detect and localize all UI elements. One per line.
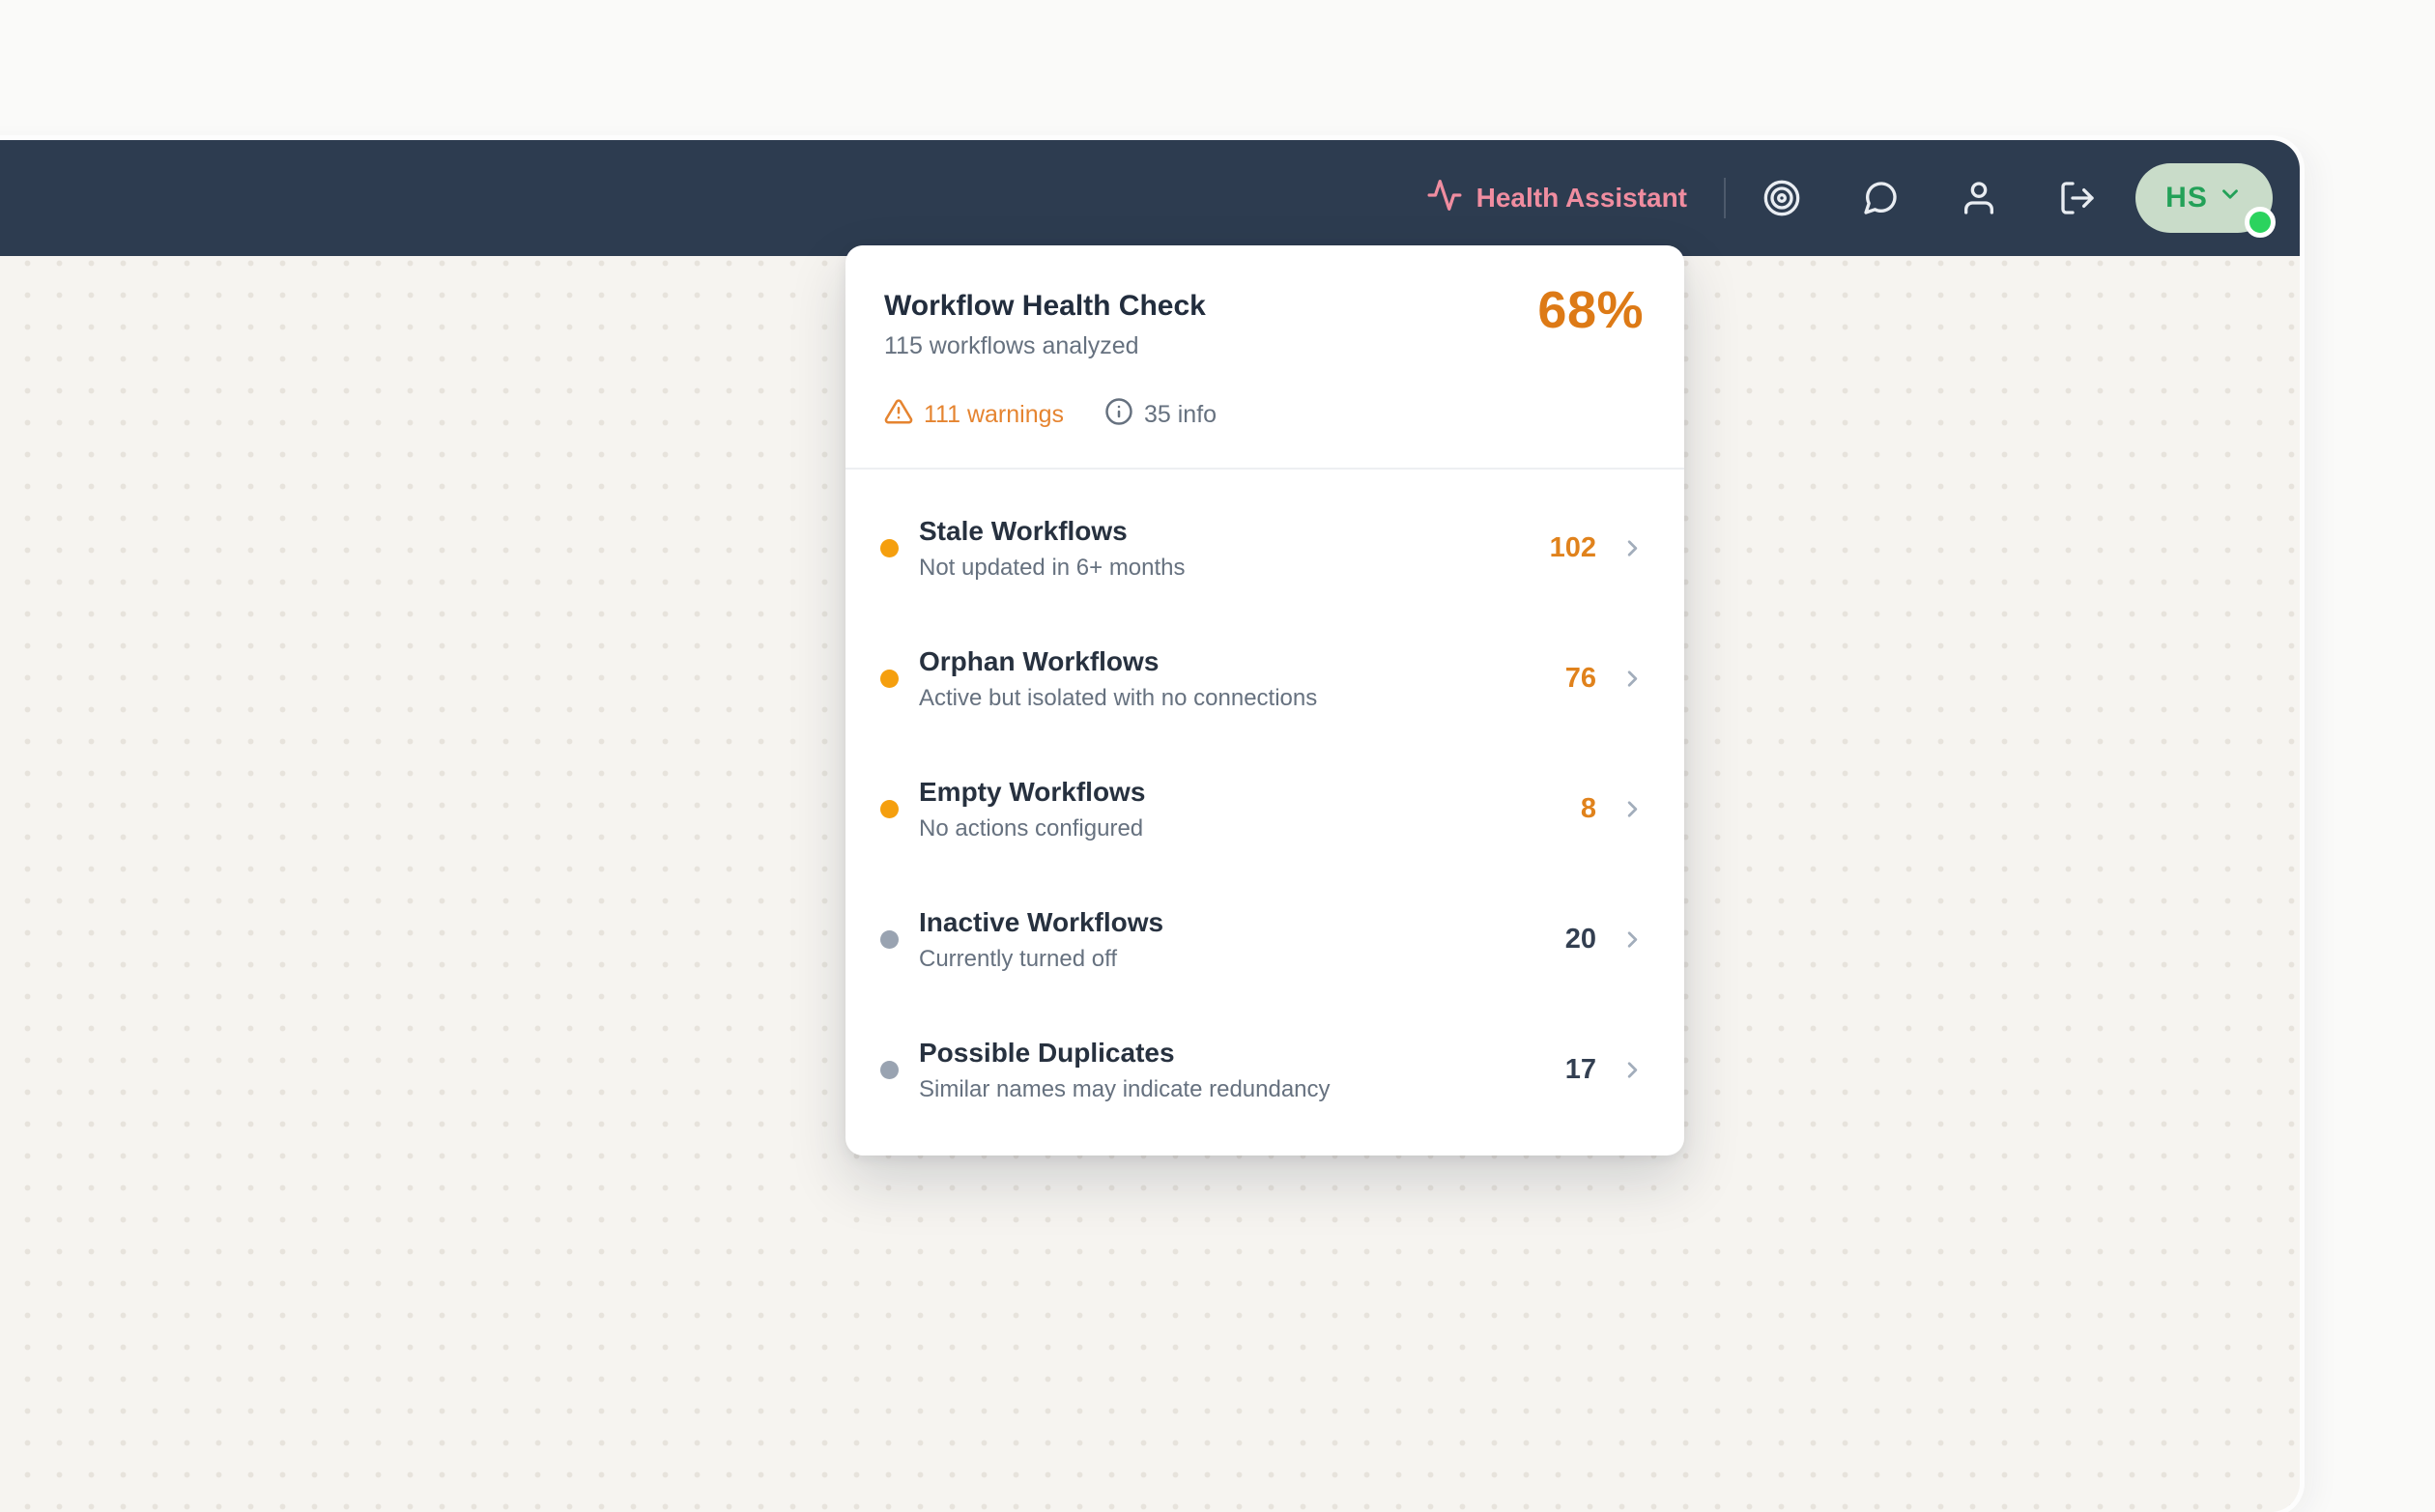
chevron-down-icon (2218, 182, 2243, 214)
severity-dot-icon (880, 670, 899, 688)
online-status-dot (2245, 207, 2276, 238)
issue-count: 76 (1564, 663, 1596, 694)
navbar-icon-group (1762, 179, 2097, 217)
panel-title: Workflow Health Check (884, 290, 1206, 322)
issue-count: 102 (1549, 532, 1596, 563)
panel-header: Workflow Health Check 115 workflows anal… (845, 245, 1684, 468)
warning-triangle-icon (884, 397, 913, 433)
severity-dot-icon (880, 800, 899, 818)
issue-title: Orphan Workflows (919, 645, 1160, 676)
health-score: 68% (1537, 281, 1644, 339)
user-icon[interactable] (1960, 179, 1998, 217)
health-item-row[interactable]: Possible Duplicates Similar names may in… (845, 1005, 1684, 1135)
health-item-row[interactable]: Inactive Workflows Currently turned off … (845, 874, 1684, 1005)
logout-icon[interactable] (2058, 179, 2097, 217)
navbar-divider (1724, 178, 1726, 218)
issue-title: Inactive Workflows (919, 906, 1164, 937)
workflow-health-check-panel: Workflow Health Check 115 workflows anal… (845, 245, 1684, 1155)
issue-count: 20 (1564, 924, 1596, 955)
issue-title: Empty Workflows (919, 776, 1146, 807)
issue-subtitle: No actions configured (919, 814, 1144, 842)
summary-badges: 111 warnings 35 info (884, 397, 1642, 468)
header-divider (845, 468, 1684, 470)
severity-dot-icon (880, 539, 899, 557)
severity-dot-icon (880, 930, 899, 949)
avatar-initials: HS (2165, 182, 2208, 214)
top-navbar: Health Assistant HS (0, 140, 2300, 256)
health-item-row[interactable]: Stale Workflows Not updated in 6+ months… (845, 483, 1684, 613)
issue-list: Stale Workflows Not updated in 6+ months… (845, 470, 1684, 1135)
avatar[interactable]: HS (2135, 163, 2276, 238)
chevron-right-icon (1619, 927, 1646, 953)
panel-subtitle: 115 workflows analyzed (884, 332, 1139, 359)
issue-subtitle: Active but isolated with no connections (919, 684, 1318, 711)
chevron-right-icon (1619, 796, 1646, 822)
info-badge: 35 info (1104, 397, 1217, 433)
chat-icon[interactable] (1861, 179, 1900, 217)
issue-subtitle: Similar names may indicate redundancy (919, 1075, 1331, 1102)
issue-subtitle: Currently turned off (919, 945, 1117, 972)
target-icon[interactable] (1762, 179, 1801, 217)
warnings-badge: 111 warnings (884, 397, 1064, 433)
warnings-count-label: 111 warnings (924, 401, 1064, 428)
issue-title: Possible Duplicates (919, 1037, 1175, 1068)
info-circle-icon (1104, 397, 1133, 433)
issue-subtitle: Not updated in 6+ months (919, 554, 1186, 581)
health-assistant-label: Health Assistant (1475, 183, 1687, 213)
chevron-right-icon (1619, 1057, 1646, 1083)
chevron-right-icon (1619, 535, 1646, 561)
activity-pulse-icon (1426, 177, 1463, 220)
health-item-row[interactable]: Empty Workflows No actions configured 8 (845, 744, 1684, 874)
severity-dot-icon (880, 1061, 899, 1079)
issue-count: 17 (1564, 1054, 1596, 1085)
health-item-row[interactable]: Orphan Workflows Active but isolated wit… (845, 613, 1684, 744)
health-assistant-button[interactable]: Health Assistant (1426, 177, 1687, 220)
chevron-right-icon (1619, 666, 1646, 692)
info-count-label: 35 info (1144, 401, 1218, 428)
issue-title: Stale Workflows (919, 515, 1128, 546)
issue-count: 8 (1580, 793, 1596, 824)
